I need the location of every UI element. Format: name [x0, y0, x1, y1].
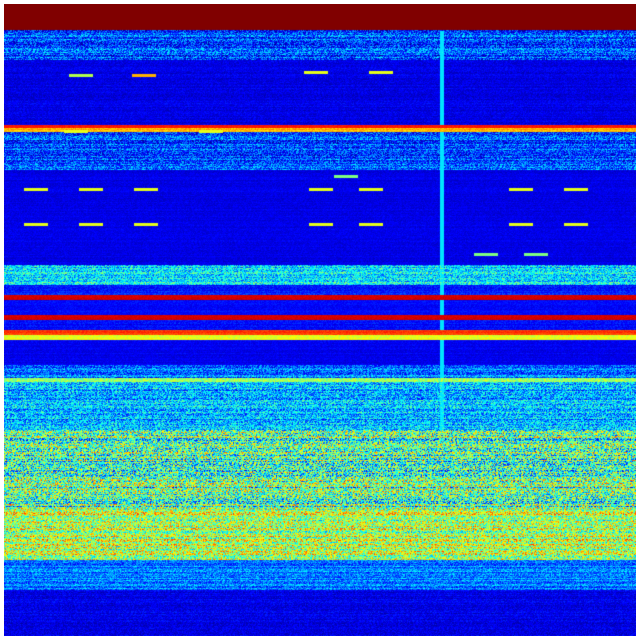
spectrogram-heatmap — [4, 4, 636, 636]
